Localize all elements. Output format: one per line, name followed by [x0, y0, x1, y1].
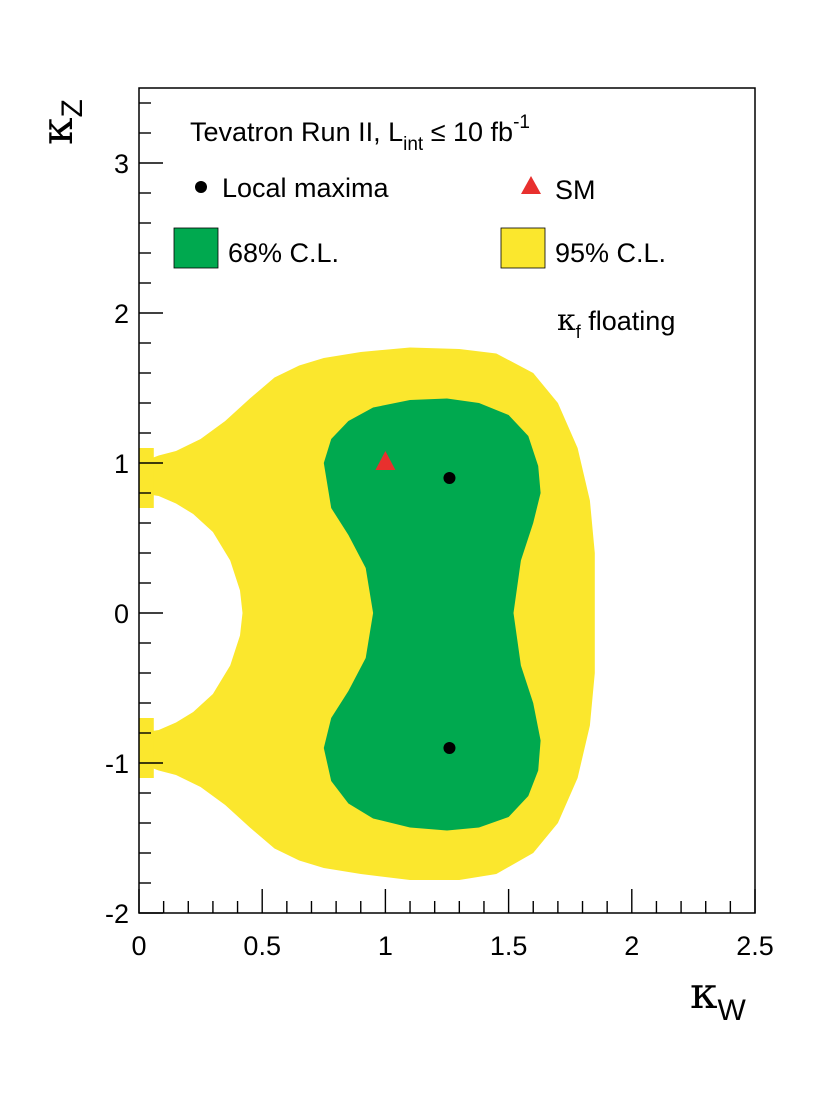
chart-title: Tevatron Run II, Lint ≤ 10 fb-1 — [190, 112, 530, 155]
legend-marker-sm — [521, 176, 541, 194]
confidence-regions — [139, 347, 595, 880]
y-axis-sub: Z — [56, 99, 89, 117]
annotation-text: floating — [581, 306, 676, 336]
x-tick-label-0.5: 0.5 — [243, 931, 281, 961]
y-tick-label--1: -1 — [105, 749, 129, 779]
local-maximum-point-2 — [443, 742, 456, 754]
legend-box-cl95 — [500, 227, 546, 269]
axis-tick-labels: 0 0.5 1 1.5 2 2.5 -2 -1 0 1 2 3 — [105, 149, 774, 961]
title-main: Tevatron Run II, L — [190, 117, 403, 147]
sm-point-1 — [375, 451, 396, 470]
legend: Local maxima SM 68% C.L. 95% C.L. — [173, 173, 666, 269]
annotation-sub: f — [576, 322, 582, 342]
x-axis-sub: W — [718, 994, 747, 1027]
title-sup: -1 — [513, 112, 530, 133]
x-tick-label-1.5: 1.5 — [490, 931, 528, 961]
legend-marker-maxima — [195, 181, 207, 193]
y-tick-label-1: 1 — [114, 449, 129, 479]
axis-ticks — [138, 102, 756, 914]
data-points — [375, 451, 456, 754]
x-tick-label-0: 0 — [131, 931, 146, 961]
region-95cl-edge-2 — [139, 718, 154, 778]
legend-box-cl68 — [173, 227, 219, 269]
y-tick-label--2: -2 — [105, 899, 129, 929]
y-tick-label-0: 0 — [114, 599, 129, 629]
x-axis-symbol: κ — [690, 968, 718, 1019]
x-tick-label-2: 2 — [624, 931, 639, 961]
local-maximum-point-1 — [443, 472, 456, 484]
y-tick-label-3: 3 — [114, 149, 129, 179]
legend-label-maxima: Local maxima — [222, 173, 390, 203]
plot-frame — [138, 87, 756, 914]
region-68cl — [323, 398, 541, 831]
legend-label-cl95: 95% C.L. — [555, 238, 666, 268]
plot-border — [138, 87, 756, 914]
x-tick-label-2.5: 2.5 — [736, 931, 774, 961]
x-axis-title: κW — [690, 968, 747, 1027]
y-axis-symbol: κ — [32, 118, 83, 146]
title-rest: ≤ 10 fb — [423, 117, 513, 147]
title-sub: int — [403, 134, 424, 155]
y-axis-title: κZ — [32, 99, 89, 145]
x-tick-label-1: 1 — [378, 931, 393, 961]
annotation-symbol: κ — [557, 303, 576, 338]
region-95cl-edge-1 — [139, 448, 154, 508]
annotation-kf-floating: κf floating — [557, 303, 675, 342]
legend-label-cl68: 68% C.L. — [228, 238, 339, 268]
y-tick-label-2: 2 — [114, 299, 129, 329]
legend-label-sm: SM — [555, 175, 596, 205]
